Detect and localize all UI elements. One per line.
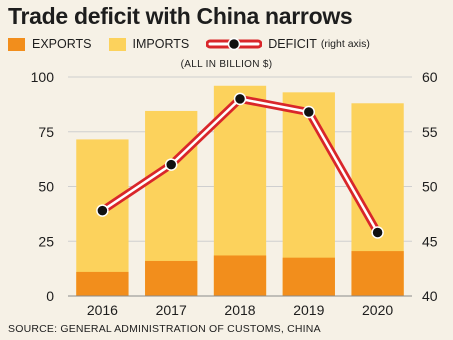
legend-label-imports: IMPORTS bbox=[132, 37, 190, 51]
legend-item-deficit: DEFICIT (right axis) bbox=[206, 37, 370, 51]
deficit-point bbox=[164, 158, 178, 171]
x-axis-tick-label: 2019 bbox=[293, 302, 324, 318]
x-axis-tick-label: 2017 bbox=[156, 302, 187, 318]
y-axis-tick-label: 75 bbox=[38, 124, 54, 140]
source-note: SOURCE: GENERAL ADMINISTRATION OF CUSTOM… bbox=[8, 323, 321, 335]
y2-axis-tick-label: 40 bbox=[422, 288, 438, 304]
legend-item-imports: IMPORTS bbox=[108, 37, 190, 51]
deficit-point bbox=[233, 92, 247, 106]
legend-label-deficit: DEFICIT bbox=[268, 37, 317, 51]
x-axis-tick-label: 2016 bbox=[87, 302, 118, 318]
legend-line-deficit-icon bbox=[206, 37, 263, 51]
legend-note-deficit: (right axis) bbox=[320, 38, 370, 50]
x-axis-tick-label: 2018 bbox=[224, 302, 255, 318]
bar-exports bbox=[213, 255, 267, 296]
unit-note: (ALL IN BILLION $) bbox=[180, 59, 273, 70]
bar-imports bbox=[76, 139, 129, 296]
y-axis-tick-label: 0 bbox=[46, 288, 54, 304]
y2-axis-tick-label: 55 bbox=[422, 124, 438, 140]
legend-item-exports: EXPORTS bbox=[8, 37, 92, 51]
chart-title: Trade deficit with China narrows bbox=[8, 3, 353, 29]
bar-exports bbox=[145, 260, 198, 296]
x-axis-tick-label: 2020 bbox=[362, 302, 393, 318]
deficit-point bbox=[371, 226, 384, 239]
deficit-point bbox=[96, 204, 109, 217]
legend-swatch-exports bbox=[8, 37, 25, 51]
bar-exports bbox=[351, 251, 404, 296]
y-axis-tick-label: 50 bbox=[38, 179, 54, 195]
deficit-point bbox=[302, 105, 316, 119]
bar-exports bbox=[282, 257, 335, 296]
legend: EXPORTS IMPORTS DEFICIT (right axis) bbox=[8, 36, 387, 52]
legend-swatch-imports bbox=[108, 37, 126, 51]
y2-axis-tick-label: 60 bbox=[422, 69, 438, 85]
bar-exports bbox=[76, 271, 129, 296]
y2-axis-tick-label: 45 bbox=[422, 233, 438, 249]
y-axis-tick-label: 100 bbox=[31, 69, 55, 85]
y-axis-tick-label: 25 bbox=[38, 233, 54, 249]
legend-label-exports: EXPORTS bbox=[32, 37, 92, 51]
y2-axis-tick-label: 50 bbox=[422, 179, 438, 195]
